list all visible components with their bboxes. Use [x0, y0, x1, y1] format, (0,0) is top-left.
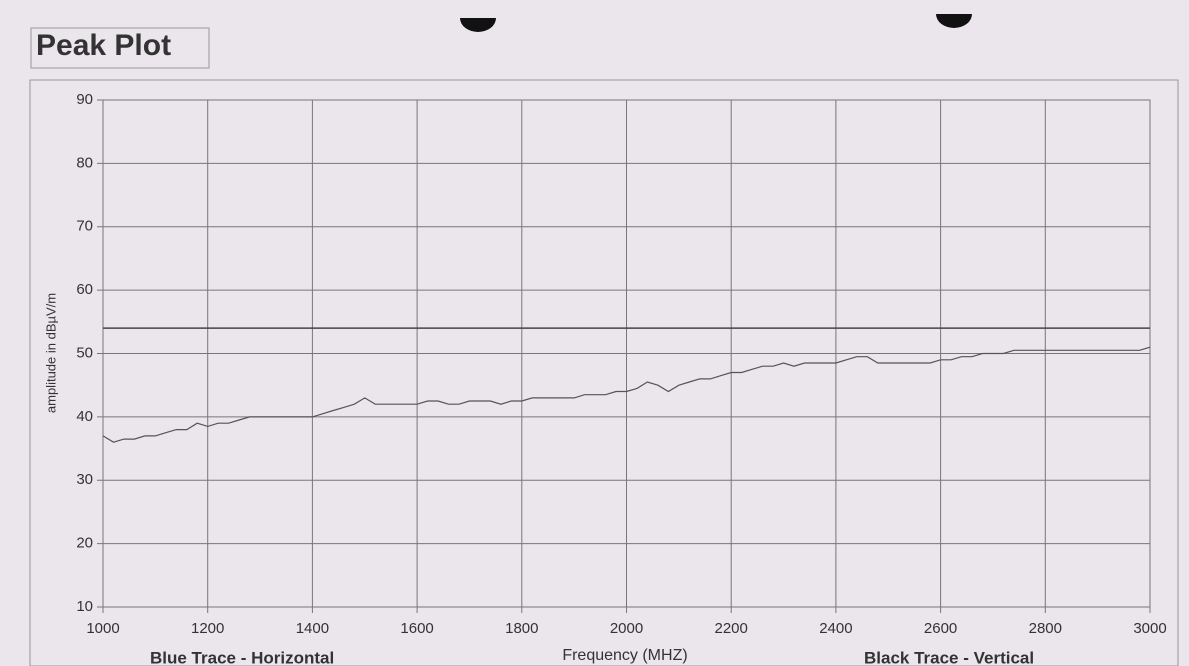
annotation: Black Trace - Vertical: [864, 648, 1034, 666]
x-tick-label: 1400: [296, 620, 329, 637]
x-tick-label: 2400: [819, 620, 852, 637]
chart-frame: [29, 79, 1179, 666]
x-tick-label: 2200: [715, 620, 748, 637]
y-tick-label: 30: [76, 471, 93, 488]
y-tick-label: 70: [76, 218, 93, 235]
x-tick-label: 2000: [610, 620, 643, 637]
annotation: Blue Trace - Horizontal: [150, 648, 334, 666]
x-tick-label: 1800: [505, 620, 538, 637]
title-box: [30, 27, 210, 69]
x-tick-label: 1200: [191, 620, 224, 637]
x-tick-label: 1000: [86, 620, 119, 637]
x-tick-label: 3000: [1133, 620, 1166, 637]
y-axis-label: amplitude in dBµV/m: [43, 293, 58, 413]
x-tick-label: 2600: [924, 620, 957, 637]
y-tick-label: 60: [76, 281, 93, 298]
y-tick-label: 40: [76, 408, 93, 425]
trace: [102, 346, 1151, 443]
hole-punch: [936, 14, 972, 28]
y-tick-label: 10: [76, 598, 93, 615]
x-tick-label: 1600: [400, 620, 433, 637]
x-tick-label: 2800: [1029, 620, 1062, 637]
y-tick-label: 50: [76, 344, 93, 361]
chart-title: Peak Plot: [36, 29, 171, 62]
y-tick-label: 20: [76, 535, 93, 552]
y-tick-label: 90: [76, 91, 93, 108]
y-tick-label: 80: [76, 154, 93, 171]
x-axis-label: Frequency (MHZ): [562, 647, 687, 664]
hole-punch: [460, 18, 496, 32]
